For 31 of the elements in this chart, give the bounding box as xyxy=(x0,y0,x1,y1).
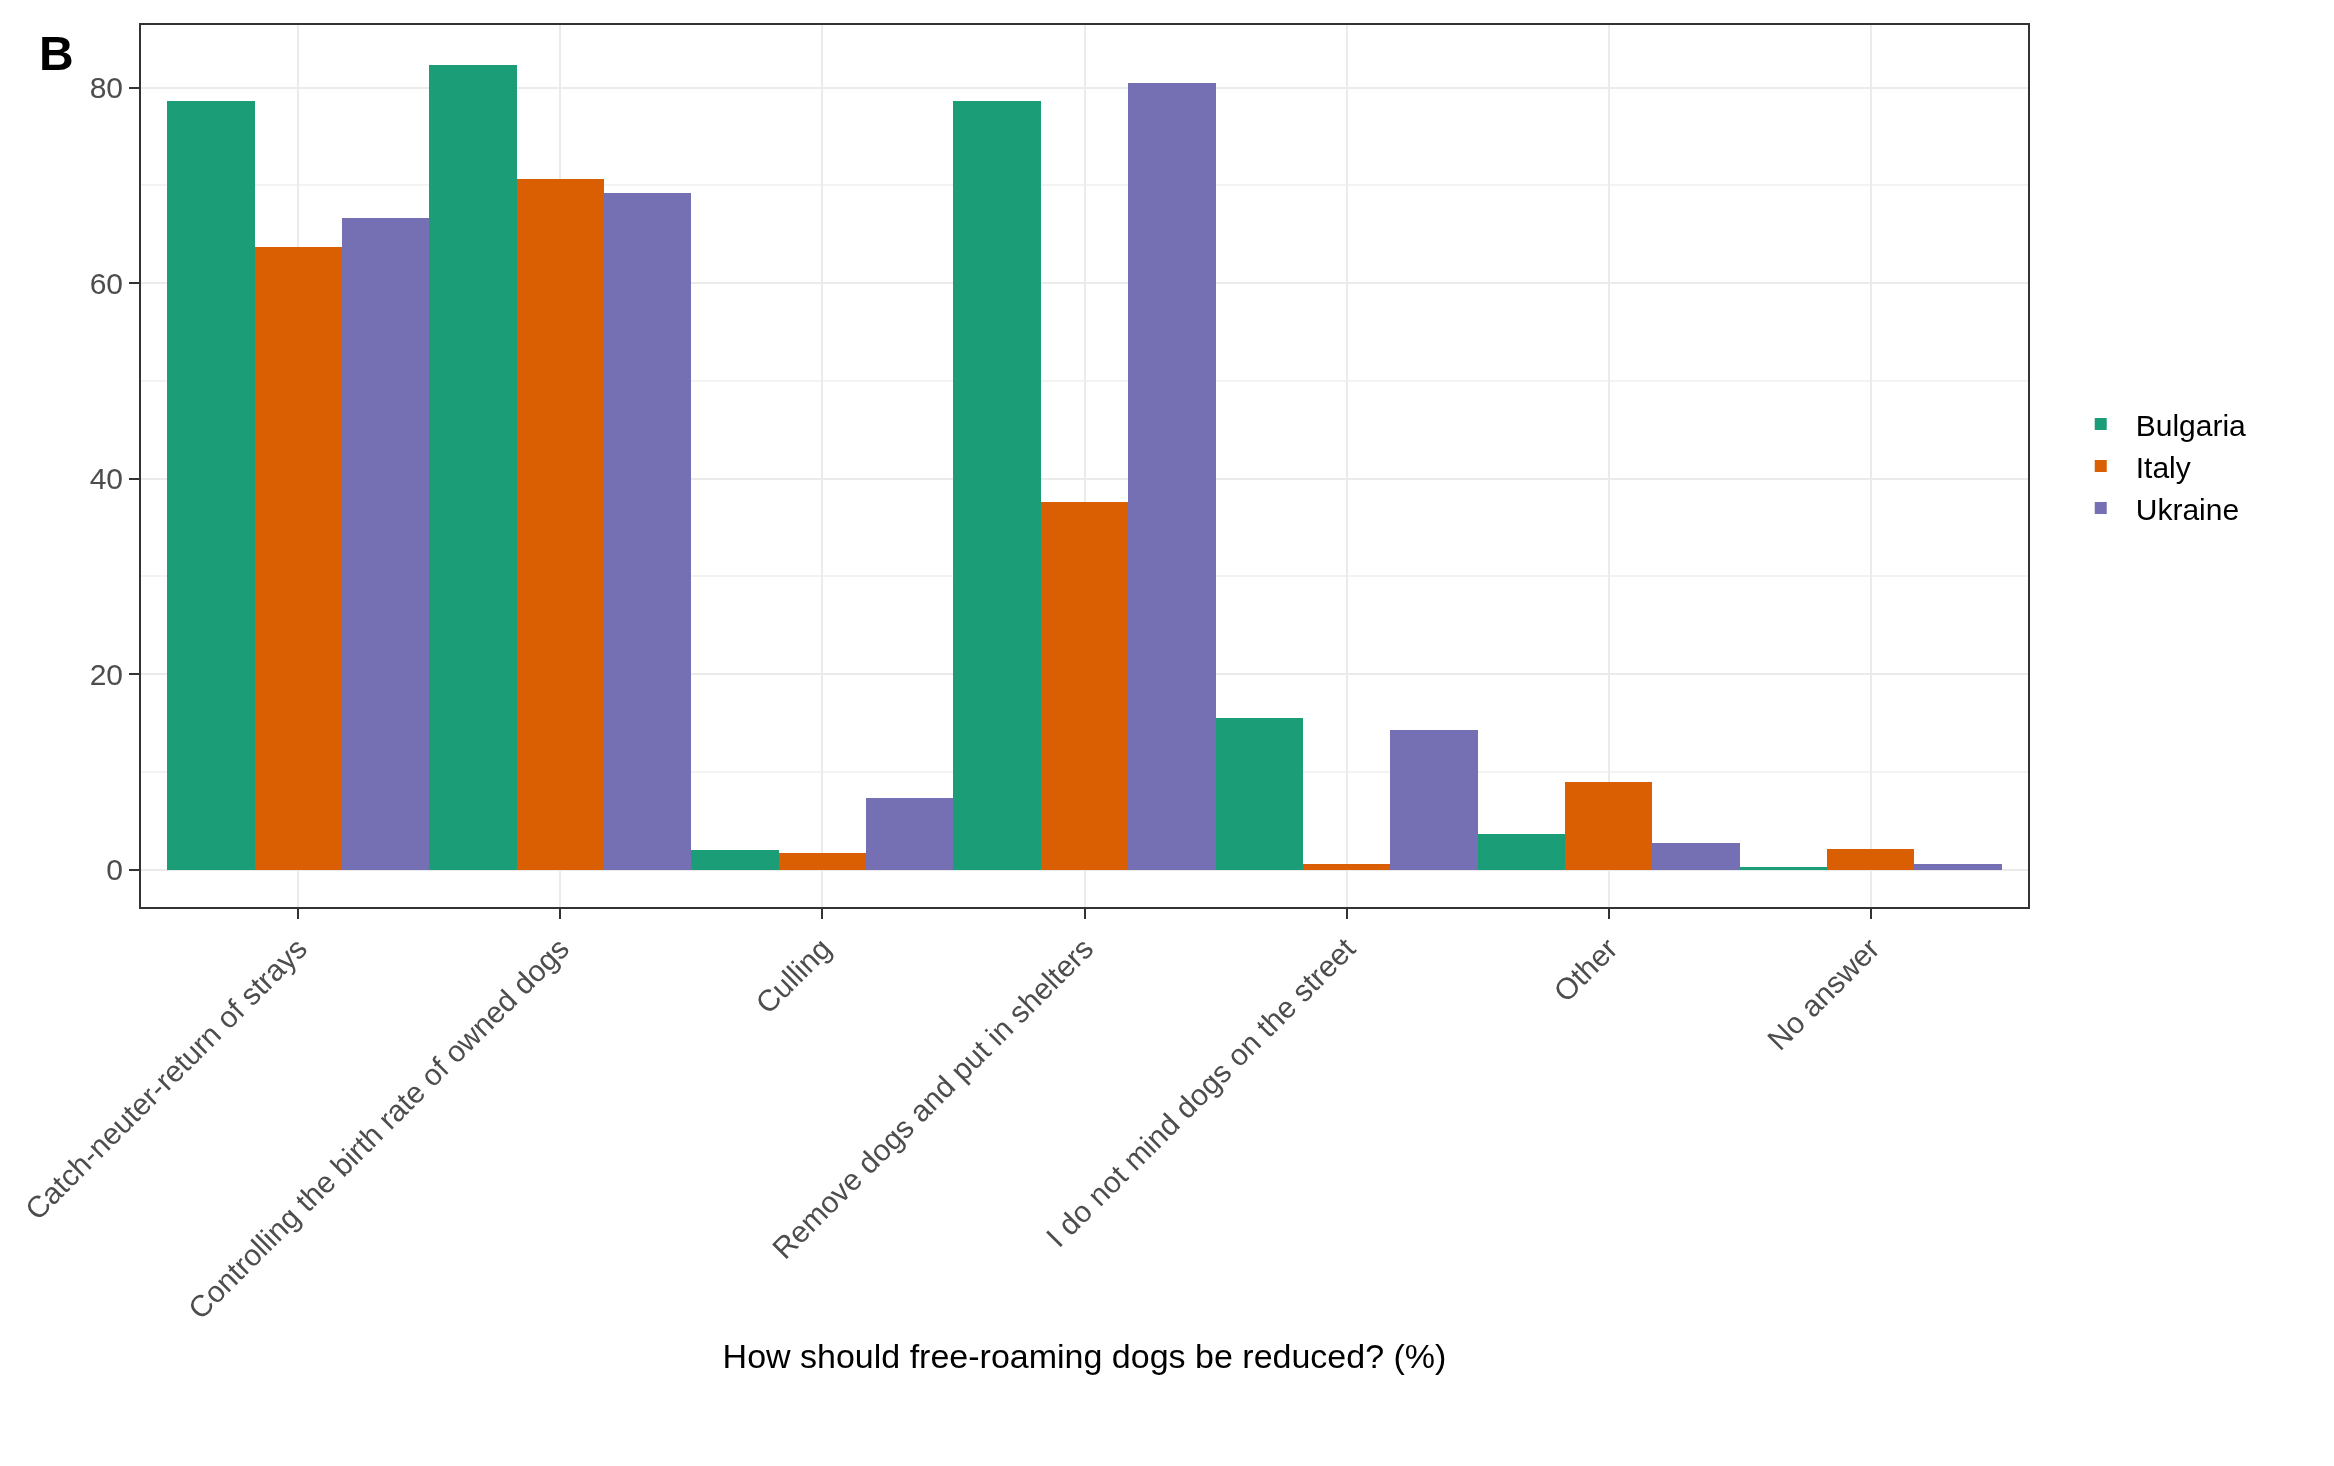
bar xyxy=(779,853,866,870)
bar xyxy=(429,65,517,870)
bar xyxy=(167,101,255,870)
bar xyxy=(691,850,779,870)
bar xyxy=(1128,83,1216,870)
legend-label: Ukraine xyxy=(2135,492,2240,526)
bar xyxy=(517,179,604,870)
legend-label: Bulgaria xyxy=(2135,408,2247,442)
x-axis-title: How should free-roaming dogs be reduced? (%) xyxy=(722,1336,1447,1375)
y-tick-label: 40 xyxy=(89,462,123,496)
bar xyxy=(1390,730,1478,870)
bar xyxy=(255,247,342,870)
y-tick-label: 80 xyxy=(89,71,123,105)
legend-label: Italy xyxy=(2135,450,2191,484)
bar xyxy=(1740,867,1827,870)
bar xyxy=(1041,502,1128,870)
bar xyxy=(1478,834,1565,870)
bar xyxy=(1914,864,2002,870)
bar xyxy=(1827,849,1914,870)
bar xyxy=(342,218,429,870)
bar xyxy=(1652,843,1740,870)
bar xyxy=(953,101,1041,870)
bar xyxy=(1303,864,1390,870)
y-tick-label: 60 xyxy=(89,266,123,300)
bar xyxy=(1565,782,1652,870)
y-tick-label: 0 xyxy=(106,853,123,887)
text: B xyxy=(39,27,74,80)
bar xyxy=(604,193,691,870)
y-tick-label: 20 xyxy=(89,657,123,691)
bar xyxy=(1216,718,1303,870)
bar xyxy=(866,798,953,870)
